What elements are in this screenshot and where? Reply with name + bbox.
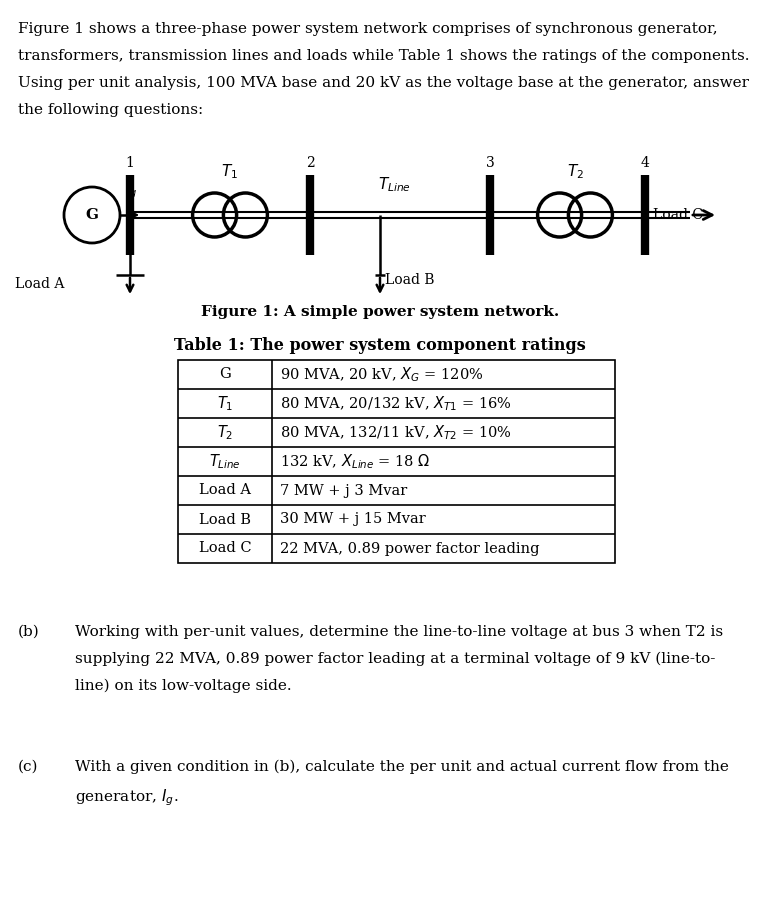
Text: G: G: [85, 208, 98, 222]
Text: With a given condition in (b), calculate the per unit and actual current flow fr: With a given condition in (b), calculate…: [75, 760, 729, 775]
Text: Load A: Load A: [15, 277, 65, 291]
Text: Load A: Load A: [199, 483, 251, 498]
Text: Using per unit analysis, 100 MVA base and 20 kV as the voltage base at the gener: Using per unit analysis, 100 MVA base an…: [18, 76, 749, 90]
Text: 30 MW + j 15 Mvar: 30 MW + j 15 Mvar: [280, 512, 425, 526]
Text: $T_{Line}$: $T_{Line}$: [209, 453, 241, 471]
Text: 2: 2: [306, 156, 314, 170]
Text: G: G: [219, 367, 231, 382]
Text: $T_{Line}$: $T_{Line}$: [378, 176, 412, 194]
Text: Working with per-unit values, determine the line-to-line voltage at bus 3 when T: Working with per-unit values, determine …: [75, 625, 723, 639]
Text: (c): (c): [18, 760, 39, 774]
Text: 3: 3: [486, 156, 495, 170]
Text: Load B: Load B: [385, 273, 435, 287]
Text: Table 1: The power system component ratings: Table 1: The power system component rati…: [174, 337, 586, 354]
Text: $T_1$: $T_1$: [221, 162, 238, 181]
Text: supplying 22 MVA, 0.89 power factor leading at a terminal voltage of 9 kV (line-: supplying 22 MVA, 0.89 power factor lead…: [75, 652, 715, 667]
Text: $T_2$: $T_2$: [217, 424, 233, 442]
Text: Figure 1: A simple power system network.: Figure 1: A simple power system network.: [201, 305, 559, 319]
Text: 7 MW + j 3 Mvar: 7 MW + j 3 Mvar: [280, 483, 407, 498]
Text: Load C: Load C: [653, 208, 703, 222]
Text: $T_1$: $T_1$: [217, 395, 233, 413]
Text: Load C: Load C: [199, 541, 251, 555]
Text: Figure 1 shows a three-phase power system network comprises of synchronous gener: Figure 1 shows a three-phase power syste…: [18, 22, 718, 36]
Text: transformers, transmission lines and loads while Table 1 shows the ratings of th: transformers, transmission lines and loa…: [18, 49, 750, 63]
Text: 1: 1: [126, 156, 135, 170]
Text: 22 MVA, 0.89 power factor leading: 22 MVA, 0.89 power factor leading: [280, 541, 540, 555]
Text: Load B: Load B: [199, 512, 251, 526]
Text: 90 MVA, 20 kV, $X_G$ = 120%: 90 MVA, 20 kV, $X_G$ = 120%: [280, 366, 483, 384]
Text: line) on its low-voltage side.: line) on its low-voltage side.: [75, 679, 291, 693]
Text: $T_2$: $T_2$: [566, 162, 584, 181]
Text: 4: 4: [641, 156, 649, 170]
Text: (b): (b): [18, 625, 40, 639]
Bar: [178, 360, 615, 563]
Text: 80 MVA, 132/11 kV, $X_{T2}$ = 10%: 80 MVA, 132/11 kV, $X_{T2}$ = 10%: [280, 424, 512, 442]
Text: $I_g$: $I_g$: [125, 182, 137, 201]
Text: the following questions:: the following questions:: [18, 103, 203, 117]
Text: 132 kV, $X_{Line}$ = 18 $\Omega$: 132 kV, $X_{Line}$ = 18 $\Omega$: [280, 453, 431, 471]
Text: generator, $I_g$.: generator, $I_g$.: [75, 787, 178, 807]
Text: 80 MVA, 20/132 kV, $X_{T1}$ = 16%: 80 MVA, 20/132 kV, $X_{T1}$ = 16%: [280, 395, 512, 413]
